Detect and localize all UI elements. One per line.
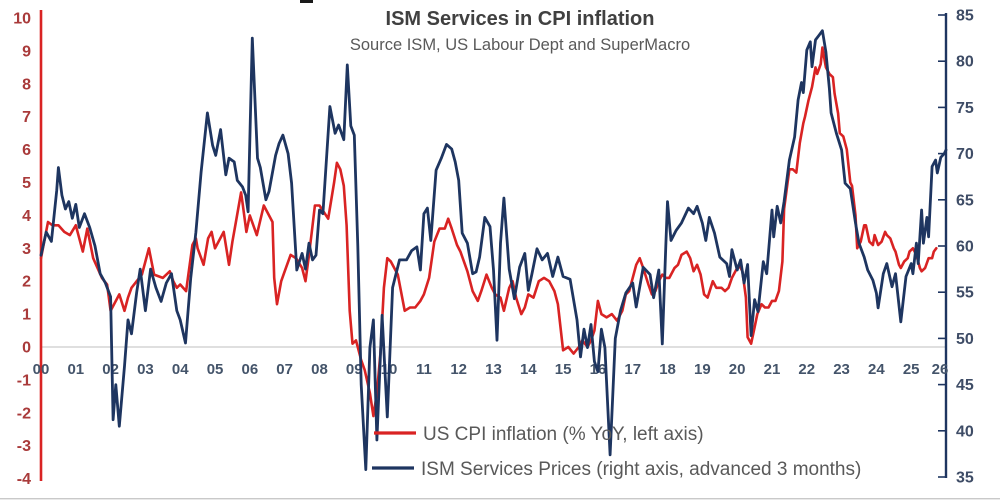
ism-prices-line: [39, 29, 948, 472]
screenshot-artifact: [300, 0, 313, 3]
right-axis-tick-label: 55: [956, 285, 974, 302]
left-axis-tick-label: -1: [17, 372, 31, 389]
right-axis-tick-label: 80: [956, 54, 974, 71]
x-axis-year-label: 13: [485, 361, 502, 378]
x-axis-year-label: 00: [33, 361, 50, 378]
x-axis-year-label: 12: [450, 361, 467, 378]
left-axis-tick-label: 5: [22, 175, 31, 192]
left-axis-tick-label: 1: [22, 307, 31, 324]
x-axis-year-label: 14: [520, 361, 537, 378]
right-axis-tick-label: 85: [956, 8, 974, 25]
x-axis-year-label: 15: [555, 361, 572, 378]
left-axis-tick-label: 6: [22, 142, 31, 159]
cpi-line: [39, 46, 938, 418]
x-axis-year-label: 06: [242, 361, 259, 378]
right-axis-tick-label: 50: [956, 331, 974, 348]
left-axis-tick-label: 4: [22, 208, 31, 225]
right-axis-tick-label: 60: [956, 239, 974, 256]
right-axis-tick-label: 45: [956, 377, 974, 394]
left-axis-tick-label: 10: [13, 11, 31, 28]
x-axis-year-label: 20: [729, 361, 746, 378]
legend: US CPI inflation (% YoY, left axis) ISM …: [372, 424, 861, 480]
right-axis-tick-label: 75: [956, 100, 974, 117]
x-axis-year-label: 24: [868, 361, 885, 378]
window-bottom-edge: [0, 498, 1000, 500]
x-axis-year-label: 17: [624, 361, 641, 378]
left-axis-tick-label: 3: [22, 241, 31, 258]
left-axis-tick-label: 0: [22, 340, 31, 357]
x-axis-year-label: 11: [416, 361, 432, 378]
chart-title: ISM Services in CPI inflation: [386, 8, 655, 30]
right-axis-tick-label: 40: [956, 423, 974, 440]
series-lines: [39, 29, 948, 472]
right-axis-labels: 85 80 75 70 65 60 55 50 45 40 35: [956, 8, 974, 487]
right-axis-ticks: [938, 14, 946, 478]
left-axis-tick-label: 2: [22, 274, 31, 291]
left-axis-tick-label: -2: [17, 405, 31, 422]
right-axis-tick-label: 70: [956, 146, 974, 163]
x-axis-year-label: 07: [276, 361, 293, 378]
x-axis-year-label: 08: [311, 361, 328, 378]
left-axis-tick-label: -4: [17, 471, 31, 488]
left-axis-tick-label: 8: [22, 76, 31, 93]
x-axis-year-label: 05: [207, 361, 224, 378]
x-axis-year-label: 18: [659, 361, 676, 378]
right-axis-tick-label: 35: [956, 470, 974, 487]
x-axis-year-label: 23: [833, 361, 850, 378]
x-axis-year-label: 21: [764, 361, 781, 378]
x-axis-year-label: 25: [903, 361, 920, 378]
x-axis-year-label: 03: [137, 361, 154, 378]
x-axis-year-label: 04: [172, 361, 189, 378]
left-axis-tick-label: 7: [22, 109, 31, 126]
x-axis-year-label: 01: [67, 361, 84, 378]
x-axis-labels: 00 01 02 03 04 05 06 07 08 09 10 11 12 13 14 15 16 17 18 19…: [33, 361, 949, 378]
legend-cpi-label: US CPI inflation (% YoY, left axis): [423, 424, 704, 445]
x-axis-year-label: 02: [102, 361, 119, 378]
x-axis-year-label: 26: [932, 361, 949, 378]
left-axis-tick-label: -3: [17, 438, 31, 455]
x-axis-year-label: 09: [346, 361, 363, 378]
left-axis-tick-label: 9: [22, 43, 31, 60]
chart-subtitle: Source ISM, US Labour Dept and SuperMacr…: [350, 36, 690, 54]
legend-ism-label: ISM Services Prices (right axis, advance…: [421, 459, 861, 480]
x-axis-year-label: 19: [694, 361, 711, 378]
x-axis-year-label: 22: [798, 361, 815, 378]
right-axis-tick-label: 65: [956, 192, 974, 209]
